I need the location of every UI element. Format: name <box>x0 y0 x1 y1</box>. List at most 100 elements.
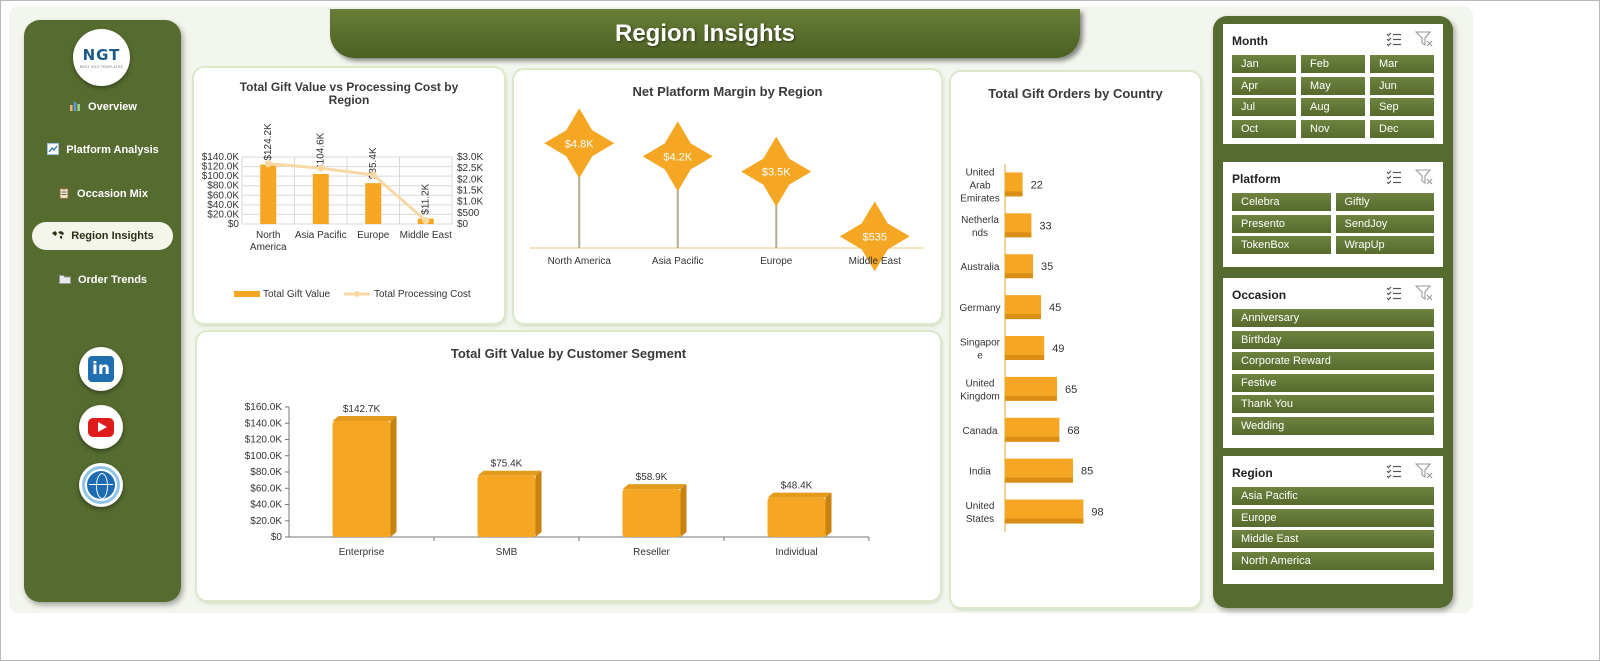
slicer-item-birthday[interactable]: Birthday <box>1232 330 1434 349</box>
chart-title-gift-vs-cost: Total Gift Value vs Processing Cost by R… <box>239 80 459 107</box>
y2-tick-label: $1.0K <box>457 197 483 208</box>
slicer-item-corporate-reward[interactable]: Corporate Reward <box>1232 352 1434 370</box>
slicer-item-middle-east[interactable]: Middle East <box>1232 530 1434 548</box>
slicer-item-sendjoy[interactable]: SendJoy <box>1335 214 1434 233</box>
star-marker <box>839 201 910 272</box>
y-tick-label: $120.0K <box>245 435 283 446</box>
slicer-item-mar[interactable]: Mar <box>1370 55 1434 73</box>
nav-order-trends[interactable]: Order Trends <box>32 266 173 294</box>
nav-occasion-mix[interactable]: Occasion Mix <box>32 180 173 208</box>
slicer-item-celebra[interactable]: Celebra <box>1232 193 1331 211</box>
bar-shade <box>1005 191 1023 197</box>
legend-swatch-gift-value <box>234 291 260 297</box>
star-marker <box>741 136 812 207</box>
x-tick-label: Individual <box>775 547 817 558</box>
slicer-item-nov[interactable]: Nov <box>1301 119 1365 138</box>
youtube-button[interactable] <box>79 405 123 449</box>
youtube-icon <box>88 417 114 437</box>
slicer-item-europe[interactable]: Europe <box>1232 508 1434 527</box>
slicer-month: Month Jan Feb Mar Apr May Jun Jul Aug Sep Oct Nov D… <box>1223 24 1443 144</box>
slicer-item-anniversary[interactable]: Anniversary <box>1232 309 1434 327</box>
slicer-platform: Platform Celebra Giftly Presento SendJoy Tok… <box>1223 162 1443 267</box>
bar-segment <box>477 475 536 537</box>
ngt-logo[interactable]: NGT BEST NGO TEMPLATES <box>73 29 130 86</box>
slicer-item-apr[interactable]: Apr <box>1232 76 1296 95</box>
y-tick-label: nds <box>972 228 988 239</box>
logo-subtext: BEST NGO TEMPLATES <box>79 65 124 69</box>
nav-platform-analysis[interactable]: Platform Analysis <box>32 136 173 164</box>
bar-segment <box>622 489 681 537</box>
slicer-item-wrapup[interactable]: WrapUp <box>1335 236 1434 254</box>
clear-filter-icon[interactable] <box>1415 168 1433 186</box>
slicer-item-sep[interactable]: Sep <box>1370 98 1434 116</box>
x-tick-label: North <box>256 230 280 241</box>
y-tick-label: Canada <box>962 426 997 437</box>
slicer-item-festive[interactable]: Festive <box>1232 373 1434 392</box>
clipboard-icon <box>57 187 71 202</box>
slicer-item-may[interactable]: May <box>1301 76 1365 95</box>
chart-segment: $160.0K $140.0K $120.0K $100.0K $80.0K $60.0K… <box>245 402 870 558</box>
y-tick-label: India <box>969 467 991 478</box>
website-button[interactable] <box>79 463 123 507</box>
multi-select-icon[interactable] <box>1385 30 1403 48</box>
bar-shade <box>1005 436 1060 442</box>
bar-chart-icon <box>68 100 82 115</box>
slicer-item-dec[interactable]: Dec <box>1370 119 1434 138</box>
data-label: $75.4K <box>491 459 523 470</box>
point-processing-cost <box>369 171 377 179</box>
data-label: $58.9K <box>636 472 668 483</box>
slicer-item-jul[interactable]: Jul <box>1232 98 1296 116</box>
nav-overview[interactable]: Overview <box>32 93 173 121</box>
bar-gift-value <box>365 183 382 224</box>
y-tick-label: $60.0K <box>250 483 282 494</box>
y2-tick-label: $500 <box>457 208 480 219</box>
x-tick-label: Enterprise <box>339 547 385 558</box>
y-tick-label: Australia <box>961 262 1000 273</box>
nav-region-insights[interactable]: Region Insights <box>32 222 173 250</box>
y-tick-label: States <box>966 514 994 525</box>
clear-filter-icon[interactable] <box>1415 462 1433 480</box>
y-tick-label: Arab <box>969 180 991 191</box>
bar-side <box>390 416 397 537</box>
slicer-item-tokenbox[interactable]: TokenBox <box>1232 236 1331 254</box>
slicer-item-giftly[interactable]: Giftly <box>1335 193 1434 211</box>
slicer-item-thank-you[interactable]: Thank You <box>1232 395 1434 413</box>
bar-segment <box>767 497 826 537</box>
clear-filter-icon[interactable] <box>1415 30 1433 48</box>
slicer-item-asia-pacific[interactable]: Asia Pacific <box>1232 487 1434 505</box>
slicer-item-north-america[interactable]: North America <box>1232 551 1434 570</box>
data-label: $124.2K <box>263 123 274 161</box>
y-tick-label: $80.0K <box>250 467 282 478</box>
nav-overview-label: Overview <box>88 101 137 113</box>
bar-shade <box>1005 314 1041 320</box>
y2-tick-label: $0 <box>457 219 469 230</box>
y-tick-label: Kingdom <box>960 391 999 402</box>
globe-icon <box>87 471 115 499</box>
linkedin-button[interactable]: in <box>79 347 123 391</box>
world-map-icon <box>51 230 65 243</box>
clear-filter-icon[interactable] <box>1415 284 1433 302</box>
data-label: 85 <box>1081 466 1093 478</box>
slicer-item-aug[interactable]: Aug <box>1301 98 1365 116</box>
slicer-item-jan[interactable]: Jan <box>1232 55 1296 73</box>
slicer-region: Region Asia Pacific Europe Middle East Nort… <box>1223 456 1443 584</box>
data-label: 68 <box>1067 425 1079 437</box>
chart-card-orders-by-country: Total Gift Orders by Country 22 United Ara… <box>951 72 1200 607</box>
slicer-item-jun[interactable]: Jun <box>1370 76 1434 95</box>
slicer-platform-title: Platform <box>1232 172 1281 186</box>
data-label: 49 <box>1052 343 1064 355</box>
multi-select-icon[interactable] <box>1385 284 1403 302</box>
multi-select-icon[interactable] <box>1385 168 1403 186</box>
y-tick-label: United <box>966 378 995 389</box>
star-marker <box>642 121 713 192</box>
slicer-item-presento[interactable]: Presento <box>1232 214 1331 233</box>
bar-side <box>680 484 687 537</box>
multi-select-icon[interactable] <box>1385 462 1403 480</box>
y-tick-label: $140.0K <box>202 152 240 163</box>
slicer-item-feb[interactable]: Feb <box>1301 55 1365 73</box>
nav-occasion-mix-label: Occasion Mix <box>77 188 148 200</box>
slicer-item-wedding[interactable]: Wedding <box>1232 416 1434 435</box>
x-tick-label: North America <box>548 256 612 267</box>
logo-text: NGT <box>82 46 121 64</box>
slicer-item-oct[interactable]: Oct <box>1232 119 1296 138</box>
